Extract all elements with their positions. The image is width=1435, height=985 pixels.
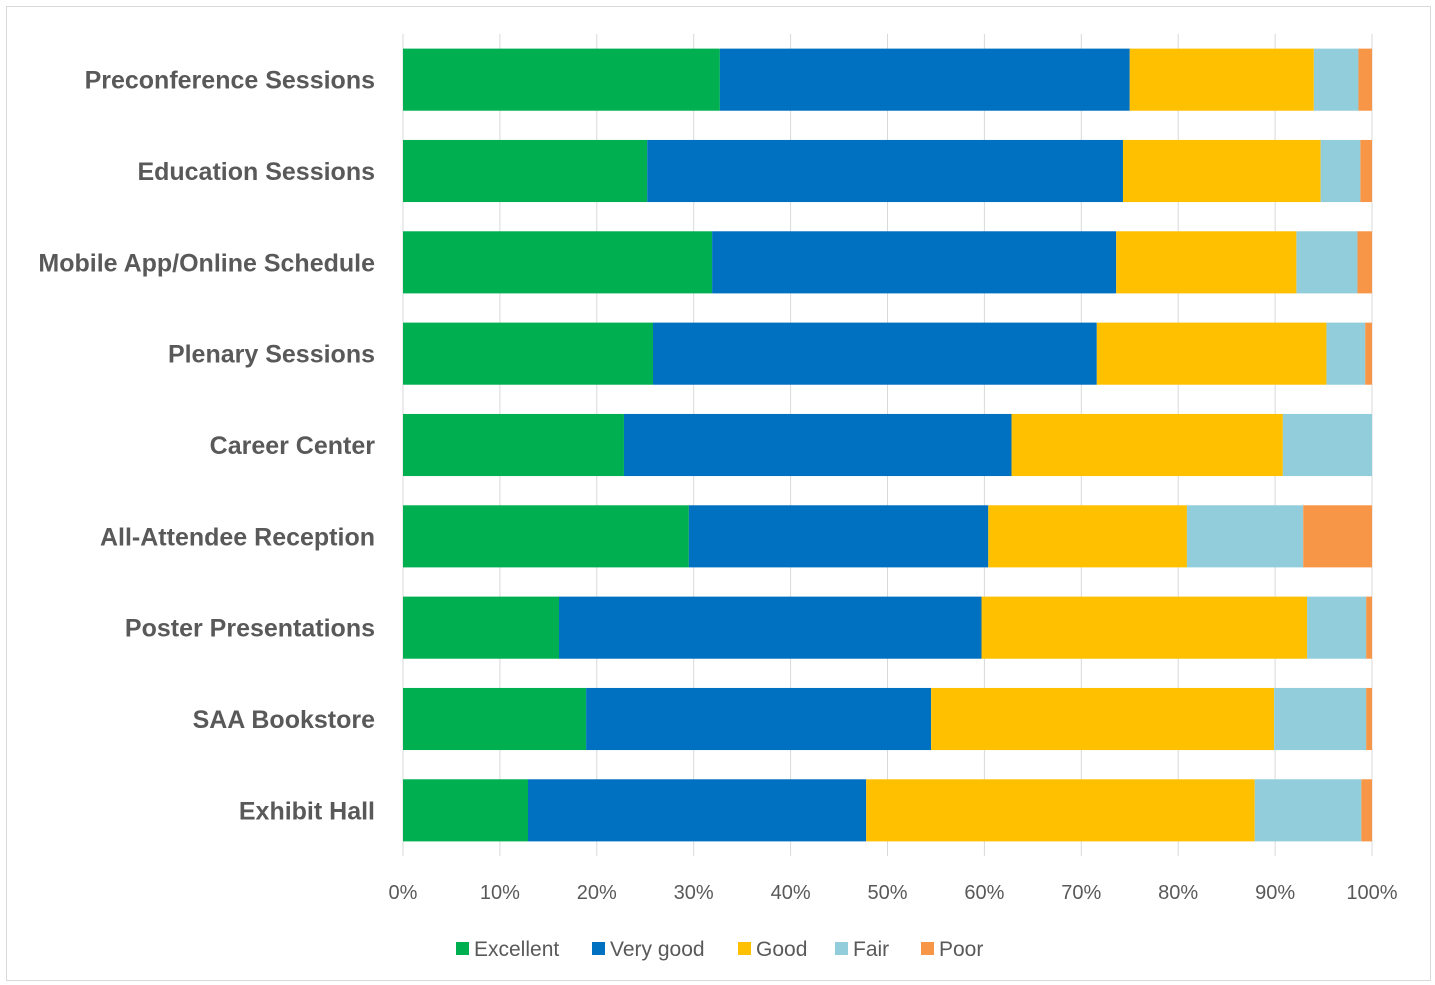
- bar-segment: [1307, 596, 1367, 659]
- bar-segment: [1361, 779, 1372, 842]
- legend-swatch: [456, 942, 469, 955]
- bar-segment: [1254, 779, 1362, 842]
- legend-swatch: [738, 942, 751, 955]
- bar-segment: [1274, 687, 1367, 751]
- bar-segment: [1357, 231, 1372, 294]
- x-tick-label: 60%: [964, 882, 1004, 904]
- bar-segment: [931, 687, 1275, 751]
- x-tick-label: 100%: [1346, 882, 1397, 904]
- x-tick-label: 40%: [771, 882, 811, 904]
- bar-segment: [688, 505, 989, 568]
- bar-segment: [1358, 48, 1372, 111]
- legend-label: Very good: [610, 938, 705, 961]
- bar-segment: [647, 139, 1123, 203]
- bar-segment: [403, 505, 689, 568]
- bar-segment: [988, 505, 1187, 568]
- bar-segment: [403, 413, 624, 477]
- bar-segment: [403, 779, 529, 842]
- category-label: Preconference Sessions: [85, 67, 375, 95]
- bar-segment: [1129, 48, 1314, 111]
- x-tick-label: 30%: [674, 882, 714, 904]
- category-label: Career Center: [210, 432, 376, 460]
- bar-segment: [528, 779, 867, 842]
- bar-segment: [1096, 322, 1327, 385]
- bar-segment: [1186, 505, 1304, 568]
- category-label: Exhibit Hall: [239, 797, 375, 825]
- x-tick-label: 70%: [1061, 882, 1101, 904]
- legend-label: Excellent: [474, 938, 559, 961]
- bar-segment: [1116, 231, 1297, 294]
- x-axis-ticks: 0% 10% 20% 30% 40% 50% 60% 70% 80% 90% 100%: [389, 882, 1398, 904]
- category-label: Mobile App/Online Schedule: [38, 249, 375, 277]
- x-tick-label: 80%: [1158, 882, 1198, 904]
- legend-swatch: [592, 942, 605, 955]
- legend: Excellent Very good Good Fair Poor: [456, 938, 983, 961]
- legend-label: Good: [756, 938, 807, 961]
- bar-segment: [1313, 48, 1359, 111]
- bar-segment: [403, 596, 560, 659]
- bars: [403, 48, 1372, 842]
- x-tick-label: 50%: [867, 882, 907, 904]
- legend-swatch: [921, 942, 934, 955]
- bar-segment: [653, 322, 1097, 385]
- bar-segment: [1366, 596, 1372, 659]
- category-labels: Preconference Sessions Education Sessions…: [38, 67, 375, 826]
- bar-segment: [403, 231, 713, 294]
- legend-label: Fair: [853, 938, 889, 961]
- x-tick-label: 10%: [480, 882, 520, 904]
- bar-segment: [1366, 687, 1372, 751]
- x-tick-label: 20%: [577, 882, 617, 904]
- bar-segment: [712, 231, 1117, 294]
- bar-segment: [1122, 139, 1321, 203]
- category-label: SAA Bookstore: [193, 706, 376, 734]
- bar-segment: [1360, 139, 1372, 203]
- bar-segment: [1296, 231, 1358, 294]
- category-label: All-Attendee Reception: [100, 523, 375, 551]
- category-label: Poster Presentations: [125, 615, 375, 643]
- category-label: Education Sessions: [137, 158, 375, 186]
- category-label: Plenary Sessions: [168, 341, 375, 369]
- x-tick-label: 0%: [389, 882, 418, 904]
- bar-segment: [1326, 322, 1366, 385]
- bar-segment: [586, 687, 932, 751]
- bar-segment: [1303, 505, 1372, 568]
- bar-segment: [403, 139, 648, 203]
- bar-segment: [559, 596, 982, 659]
- bar-segment: [719, 48, 1130, 111]
- bar-segment: [981, 596, 1308, 659]
- bar-segment: [1011, 413, 1283, 477]
- legend-label: Poor: [939, 938, 983, 961]
- bar-segment: [1282, 413, 1372, 477]
- x-tick-label: 90%: [1255, 882, 1295, 904]
- bar-segment: [1365, 322, 1372, 385]
- bar-segment: [403, 687, 587, 751]
- bar-segment: [1320, 139, 1361, 203]
- bar-segment: [403, 48, 720, 111]
- bar-segment: [403, 322, 654, 385]
- bar-segment: [623, 413, 1012, 477]
- bar-segment: [866, 779, 1255, 842]
- legend-swatch: [835, 942, 848, 955]
